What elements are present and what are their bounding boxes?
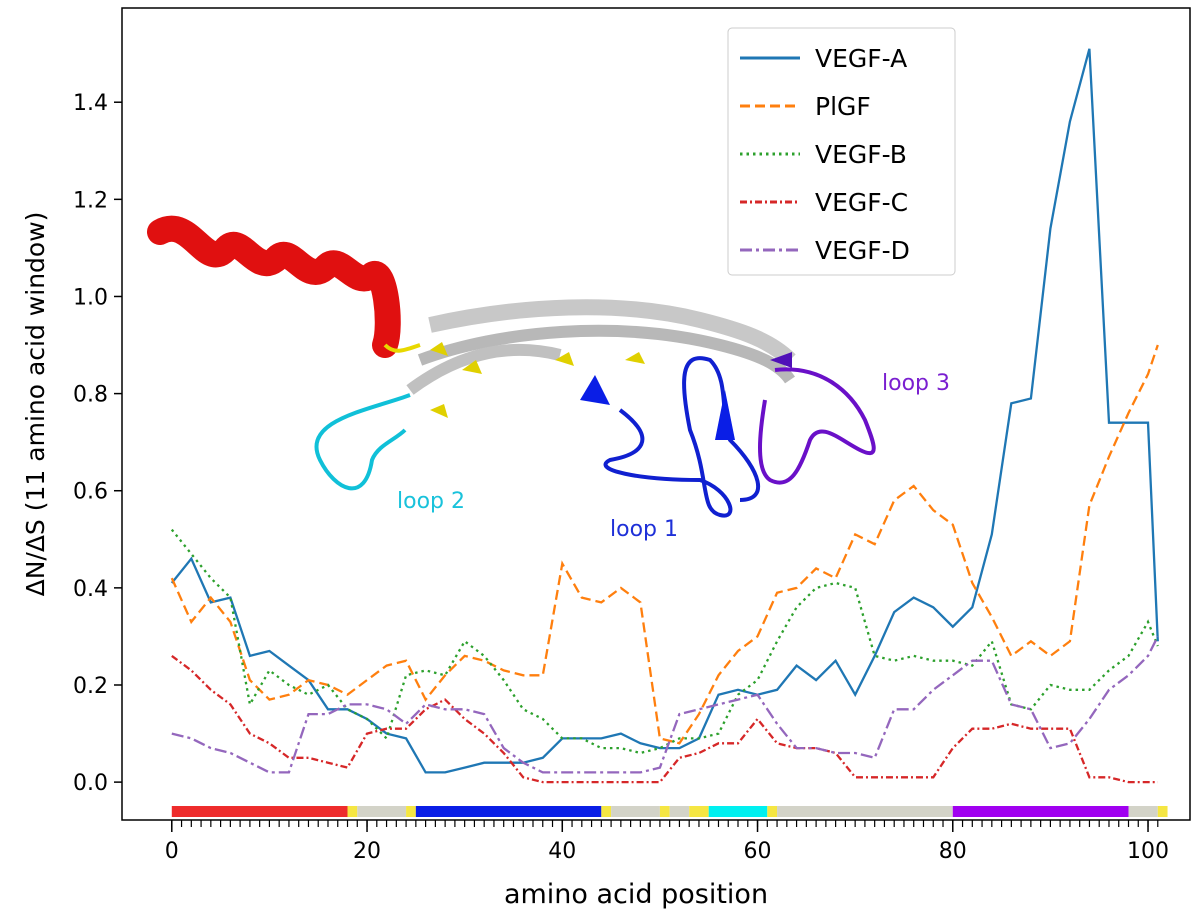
plot-frame	[122, 8, 1190, 820]
domain-segment	[1128, 806, 1157, 817]
blue-arrow	[715, 390, 735, 440]
y-tick-label: 0.8	[73, 383, 108, 408]
loop-label: loop 2	[397, 489, 465, 514]
domain-segment	[348, 806, 358, 817]
x-tick-label: 0	[165, 839, 179, 864]
y-tick-label: 0.2	[73, 674, 108, 699]
domain-segment	[416, 806, 601, 817]
blue-arrow	[580, 375, 610, 405]
x-tick-label: 80	[939, 839, 967, 864]
y-tick-label: 0.6	[73, 480, 108, 505]
legend: VEGF-A PlGF VEGF-B VEGF-C VEGF-D	[728, 28, 955, 275]
x-tick-label: 60	[744, 839, 772, 864]
domain-segment	[670, 806, 690, 817]
series-line	[172, 345, 1158, 743]
y-tick-label: 0.4	[73, 577, 108, 602]
domain-segment	[689, 806, 709, 817]
domain-segment	[601, 806, 611, 817]
y-tick-label: 1.0	[73, 285, 108, 310]
loop-1-coil	[606, 358, 759, 515]
series-line	[172, 656, 1158, 782]
x-tick-label: 40	[548, 839, 576, 864]
legend-label: VEGF-C	[815, 188, 908, 217]
loop-3-coil	[760, 369, 874, 482]
series-line	[172, 636, 1158, 772]
loop-label: loop 1	[610, 517, 678, 542]
domain-segment	[953, 806, 1129, 817]
domain-segment	[660, 806, 670, 817]
loop-2-coil	[316, 395, 410, 488]
legend-label: VEGF-B	[815, 140, 907, 169]
y-tick-label: 0.0	[73, 771, 108, 796]
x-tick-label: 20	[353, 839, 381, 864]
legend-label: PlGF	[815, 92, 871, 121]
domain-segment	[709, 806, 768, 817]
domain-segment	[1158, 806, 1168, 817]
domain-segment	[611, 806, 660, 817]
domain-segment	[357, 806, 406, 817]
domain-segment	[777, 806, 953, 817]
y-tick-label: 1.2	[73, 188, 108, 213]
chart: 0.0 0.2 0.4 0.6 0.8 1.0 1.2 1.4 0 20 40 60 80 100 amin…	[0, 0, 1203, 911]
x-tick-label: 100	[1127, 839, 1169, 864]
legend-label: VEGF-D	[815, 236, 910, 265]
series-line	[172, 530, 1158, 753]
domain-segment	[406, 806, 416, 817]
y-axis-label: ΔN/ΔS (11 amino acid window)	[21, 212, 50, 597]
series-line	[172, 49, 1158, 773]
helix	[160, 229, 388, 345]
domain-segment	[767, 806, 777, 817]
domain-segment	[172, 806, 348, 817]
x-axis-label: amino acid position	[504, 879, 768, 910]
loop-label: loop 3	[882, 371, 950, 396]
y-tick-label: 1.4	[73, 91, 108, 116]
legend-label: VEGF-A	[815, 44, 907, 73]
page: {"chart_data": {"type": "line", "ylabel"…	[0, 0, 1203, 915]
